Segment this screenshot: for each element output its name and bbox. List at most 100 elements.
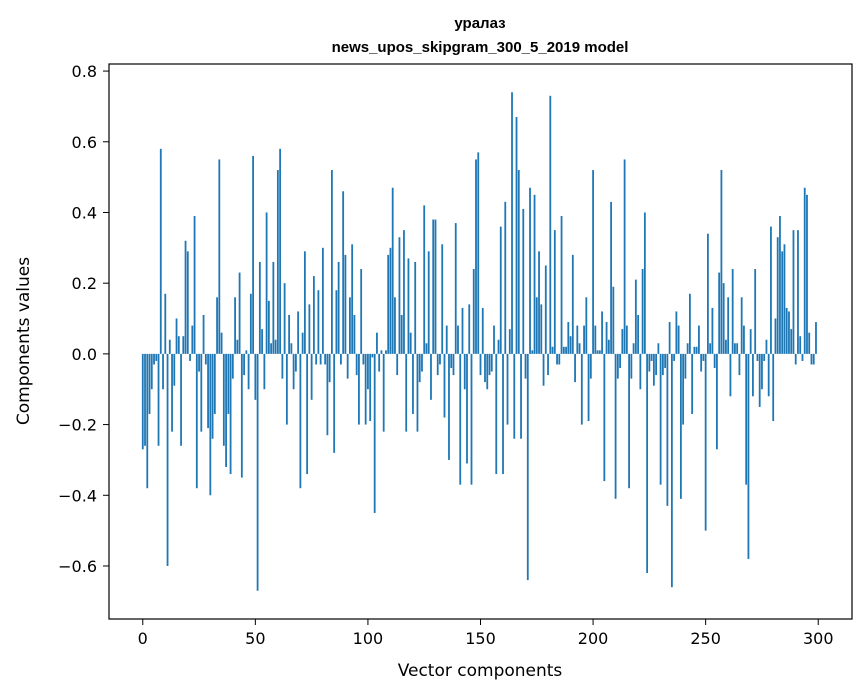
y-tick-label: −0.6 bbox=[58, 557, 97, 576]
bar bbox=[396, 353, 399, 376]
bar bbox=[220, 332, 223, 354]
bar bbox=[587, 353, 590, 422]
bar bbox=[761, 353, 763, 390]
bar bbox=[355, 353, 358, 376]
bar bbox=[249, 293, 252, 354]
bar bbox=[603, 353, 606, 482]
bar bbox=[664, 353, 667, 369]
bar bbox=[504, 201, 507, 354]
bar bbox=[227, 353, 230, 414]
bar bbox=[360, 269, 363, 354]
bar bbox=[731, 269, 734, 354]
bar bbox=[326, 353, 329, 436]
bar bbox=[661, 353, 664, 376]
bar bbox=[310, 353, 313, 400]
bar bbox=[346, 353, 349, 379]
bar bbox=[747, 353, 750, 559]
bar bbox=[812, 353, 815, 365]
bar bbox=[270, 343, 273, 354]
bar bbox=[646, 353, 649, 574]
bar bbox=[382, 353, 385, 432]
bar bbox=[457, 325, 459, 354]
y-tick-label: 0.8 bbox=[72, 62, 97, 81]
bar bbox=[556, 353, 558, 365]
bar bbox=[601, 311, 603, 354]
bar bbox=[421, 353, 423, 372]
bar bbox=[722, 283, 725, 354]
bar bbox=[614, 353, 617, 499]
bar bbox=[222, 353, 225, 446]
bar bbox=[331, 170, 333, 354]
bar bbox=[486, 353, 489, 390]
bar bbox=[416, 353, 419, 432]
bar bbox=[394, 297, 396, 354]
bar bbox=[448, 353, 450, 460]
bar bbox=[157, 353, 160, 446]
bar bbox=[263, 353, 266, 390]
bar bbox=[691, 353, 694, 414]
bar bbox=[484, 353, 486, 383]
bar bbox=[272, 261, 275, 354]
bar bbox=[499, 226, 502, 354]
bar bbox=[583, 325, 585, 354]
bar bbox=[743, 325, 745, 354]
bar bbox=[565, 346, 567, 354]
bar bbox=[806, 194, 808, 354]
bar bbox=[364, 353, 367, 425]
bar bbox=[285, 353, 288, 425]
chart-title-line-1: уралаз bbox=[454, 15, 505, 32]
bar bbox=[740, 297, 743, 354]
bar bbox=[756, 353, 759, 361]
bar bbox=[607, 339, 610, 354]
bar bbox=[630, 353, 633, 379]
x-tick-label: 150 bbox=[465, 629, 496, 648]
bar bbox=[677, 325, 680, 354]
bar bbox=[173, 353, 176, 386]
bar bbox=[628, 353, 630, 489]
bar bbox=[592, 170, 594, 354]
bar bbox=[734, 343, 736, 354]
bar bbox=[358, 353, 360, 425]
bar bbox=[243, 353, 245, 376]
bar bbox=[797, 230, 799, 354]
bar bbox=[578, 343, 581, 354]
bar bbox=[524, 353, 527, 379]
bar bbox=[571, 254, 574, 354]
bar bbox=[168, 339, 171, 354]
bar bbox=[362, 353, 365, 365]
bar bbox=[544, 265, 547, 354]
bar bbox=[666, 353, 669, 506]
bar bbox=[481, 307, 484, 354]
bar bbox=[785, 307, 788, 354]
bar bbox=[772, 353, 775, 422]
bar bbox=[463, 353, 466, 390]
bar bbox=[193, 216, 196, 354]
bar bbox=[493, 325, 495, 354]
x-axis-label: Vector components bbox=[398, 661, 563, 681]
bar bbox=[436, 353, 439, 376]
bar bbox=[240, 353, 243, 478]
bar bbox=[297, 311, 300, 354]
bar bbox=[686, 343, 689, 354]
bar bbox=[301, 332, 304, 354]
x-tick-label: 100 bbox=[353, 629, 384, 648]
bar bbox=[668, 322, 671, 354]
bar bbox=[387, 254, 390, 354]
bar bbox=[621, 329, 624, 354]
bar bbox=[513, 353, 516, 439]
chart-title: уралаз news_upos_skipgram_300_5_2019 mod… bbox=[332, 15, 629, 56]
bar bbox=[218, 159, 221, 354]
bar bbox=[211, 353, 214, 439]
bar bbox=[774, 318, 777, 354]
bar bbox=[337, 261, 340, 354]
y-tick-label: 0.2 bbox=[72, 274, 97, 293]
bar bbox=[799, 336, 802, 354]
bar bbox=[409, 332, 412, 354]
bar bbox=[153, 353, 155, 365]
bar bbox=[511, 92, 513, 354]
bar bbox=[567, 322, 570, 354]
bar bbox=[468, 304, 471, 354]
bar bbox=[265, 212, 268, 354]
bar bbox=[585, 297, 588, 354]
bar bbox=[693, 346, 696, 354]
